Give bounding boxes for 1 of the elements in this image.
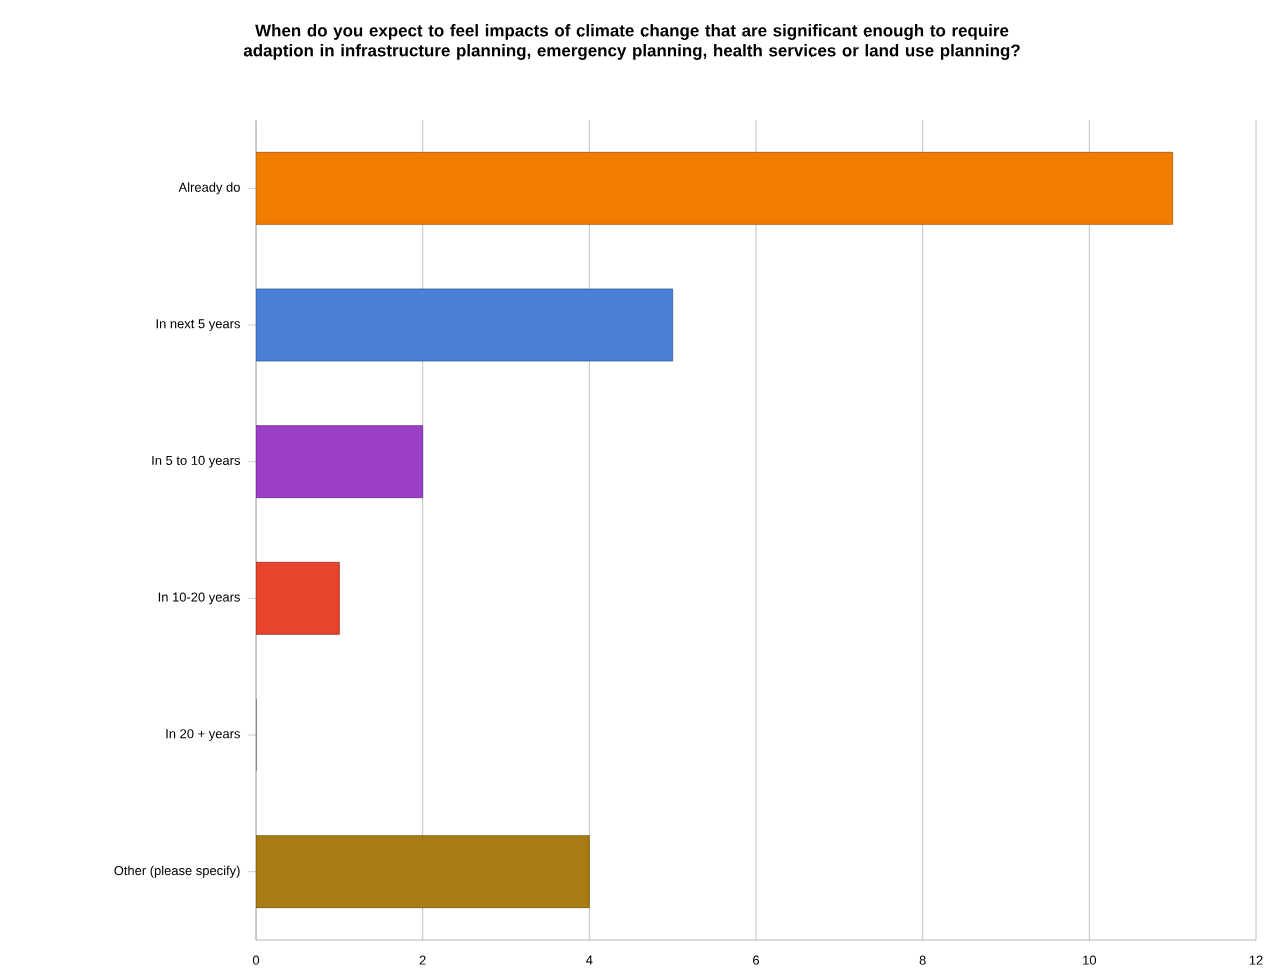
chart-title: When do you expect to feel impacts of climate change that are significant enough to require adaption in infrastructure planning, emergency planning, health services or land use planning?	[243, 24, 1020, 60]
